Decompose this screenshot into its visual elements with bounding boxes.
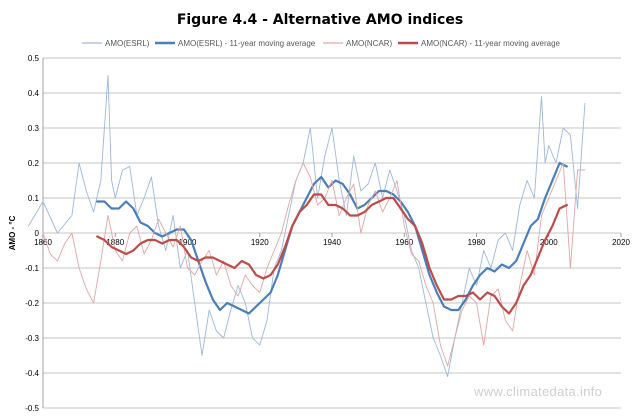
series-ncar-moving-average-line — [96, 193, 568, 315]
axis-ticks: -0.5 -0.4 -0.3 -0.2 -0.1 0 0.1 0.2 0.3 0.4 0.5 1860… — [25, 54, 630, 413]
x-tick-label: 1940 — [323, 238, 341, 247]
x-tick-label: 1900 — [179, 238, 197, 247]
y-tick-label: -0.4 — [25, 369, 39, 378]
y-tick-label: 0.3 — [28, 124, 40, 133]
series-esrl-moving-average-line — [96, 161, 568, 315]
x-tick-label: 2020 — [612, 238, 630, 247]
legend-label-esrl-moving-average: AMO(ESRL) - 11-year moving average — [178, 39, 316, 48]
y-tick-label: -0.3 — [25, 334, 39, 343]
x-tick-label: 1920 — [251, 238, 269, 247]
y-axis-label: AMO - °C — [8, 215, 17, 250]
y-tick-label: 0.4 — [28, 89, 40, 98]
y-tick-label: -0.1 — [25, 264, 39, 273]
chart-title: Figure 4.4 - Alternative AMO indices — [177, 12, 463, 28]
y-tick-label: 0 — [35, 229, 40, 238]
y-tick-label: 0.1 — [28, 194, 40, 203]
x-tick-label: 1960 — [395, 238, 413, 247]
y-tick-label: -0.5 — [25, 404, 39, 413]
legend-label-esrl: AMO(ESRL) — [105, 39, 150, 48]
chart-legend: AMO(ESRL) AMO(ESRL) - 11-year moving ave… — [82, 39, 561, 48]
watermark: www.climatedata.info — [473, 384, 602, 399]
legend-label-ncar-moving-average: AMO(NCAR) - 11-year moving average — [421, 39, 561, 48]
x-tick-label: 1880 — [106, 238, 124, 247]
x-tick-label: 1860 — [34, 238, 52, 247]
series-esrl-line — [28, 75, 586, 377]
series-ncar-line — [42, 162, 586, 367]
x-tick-label: 2000 — [540, 238, 558, 247]
y-tick-label: -0.2 — [25, 299, 39, 308]
legend-label-ncar: AMO(NCAR) — [346, 39, 393, 48]
x-tick-label: 1980 — [468, 238, 486, 247]
y-tick-label: 0.5 — [28, 54, 40, 63]
y-tick-label: 0.2 — [28, 159, 40, 168]
series-lines — [28, 75, 586, 377]
